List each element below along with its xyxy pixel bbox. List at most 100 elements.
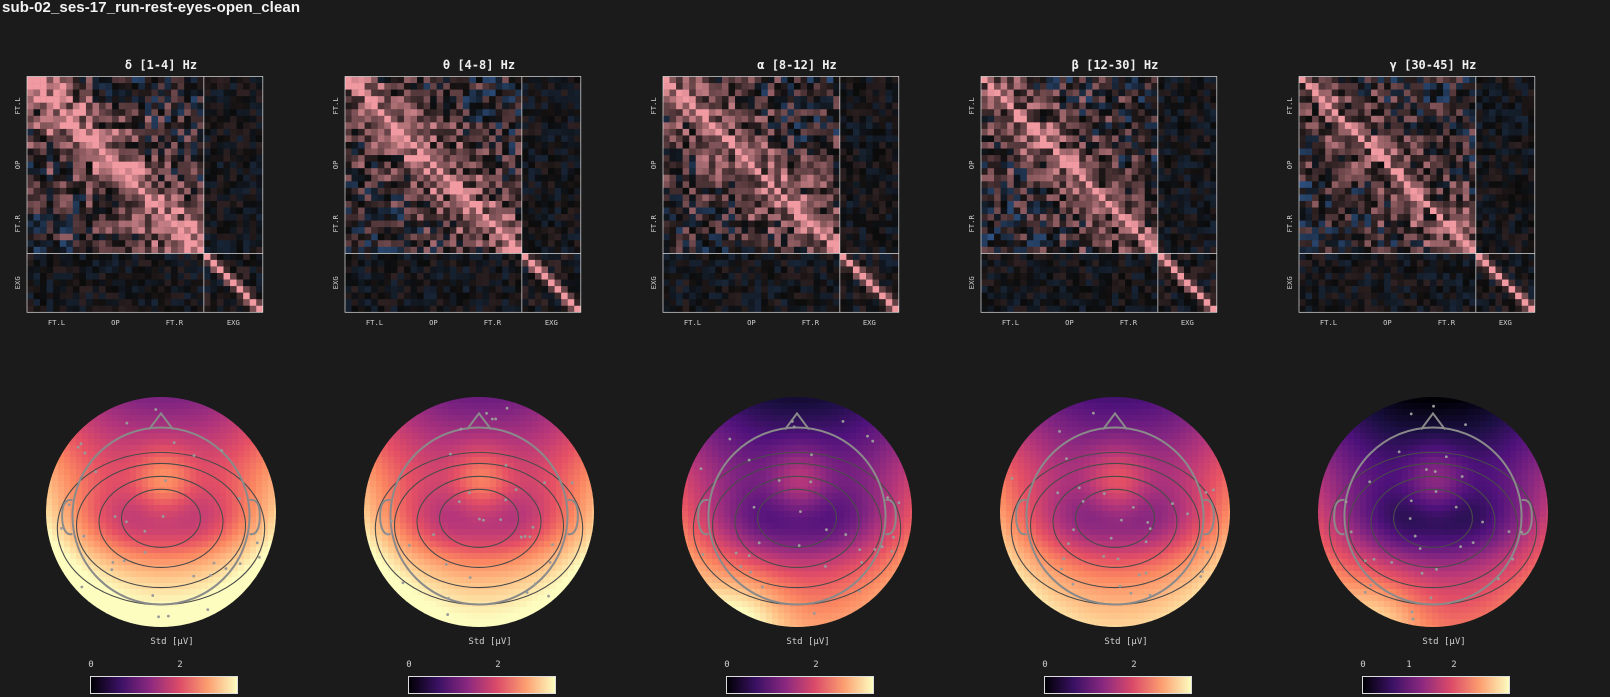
matrix-cell — [190, 305, 198, 313]
matrix-cell — [761, 161, 769, 169]
y-group-label: FT.R — [331, 215, 340, 233]
matrix-cell — [92, 240, 100, 248]
matrix-cell — [430, 253, 437, 261]
matrix-cell — [456, 299, 464, 306]
matrix-cell — [476, 299, 483, 306]
matrix-cell — [1085, 174, 1093, 182]
page-title: sub-02_ses-17_run-rest-eyes-open_clean — [2, 0, 301, 16]
matrix-cell — [197, 207, 205, 215]
matrix-cell — [72, 259, 80, 267]
sensor-dot — [432, 533, 435, 537]
matrix-cell — [754, 128, 762, 136]
matrix-cell — [676, 253, 683, 261]
sensor-dot — [154, 408, 158, 411]
matrix-cell — [859, 115, 867, 123]
matrix-cell — [190, 161, 198, 169]
matrix-cell — [728, 220, 736, 228]
matrix-cell — [1105, 96, 1113, 103]
matrix-cell — [105, 76, 113, 84]
matrix-cell — [59, 128, 67, 136]
matrix-cell — [1112, 187, 1119, 195]
matrix-cell — [462, 148, 470, 156]
matrix-cell — [754, 279, 762, 287]
matrix-cell — [469, 76, 477, 84]
matrix-cell — [748, 83, 755, 90]
matrix-cell — [364, 286, 372, 293]
matrix-cell — [1053, 200, 1060, 208]
matrix-cell — [33, 187, 41, 195]
matrix-cell — [223, 220, 231, 228]
matrix-cell — [397, 246, 405, 254]
matrix-cell — [682, 83, 690, 90]
matrix-cell — [151, 305, 159, 313]
matrix-cell — [112, 292, 119, 300]
matrix-cell — [502, 76, 509, 84]
matrix-cell — [846, 122, 854, 130]
matrix-cell — [230, 135, 237, 143]
matrix-cell — [508, 227, 516, 234]
matrix-cell — [489, 220, 496, 228]
matrix-cell — [826, 299, 834, 306]
matrix-cell — [741, 181, 749, 189]
matrix-cell — [1039, 102, 1047, 110]
matrix-cell — [1151, 135, 1159, 143]
matrix-cell — [118, 246, 126, 254]
matrix-cell — [892, 161, 900, 169]
matrix-cell — [27, 240, 34, 248]
matrix-cell — [177, 187, 185, 195]
matrix-cell — [754, 240, 762, 248]
matrix-cell — [1059, 102, 1067, 110]
matrix-cell — [410, 259, 418, 267]
matrix-cell — [1020, 109, 1028, 117]
matrix-cell — [223, 233, 231, 241]
matrix-cell — [144, 246, 152, 254]
matrix-cell — [495, 102, 503, 110]
matrix-cell — [695, 155, 703, 162]
sensor-dot — [407, 544, 411, 547]
matrix-cell — [508, 194, 516, 202]
matrix-cell — [767, 96, 775, 103]
matrix-cell — [885, 194, 893, 202]
matrix-cell — [118, 273, 126, 280]
matrix-cell — [1105, 207, 1113, 215]
matrix-cell — [866, 168, 873, 175]
matrix-cell — [66, 142, 74, 149]
matrix-cell — [528, 233, 536, 241]
x-group-label: OP — [111, 318, 120, 327]
matrix-cell — [852, 292, 860, 300]
matrix-cell — [449, 96, 457, 103]
matrix-cell — [872, 168, 880, 175]
matrix-cell — [462, 200, 470, 208]
matrix-cell — [243, 96, 250, 103]
matrix-cell — [443, 76, 451, 84]
matrix-cell — [885, 187, 893, 195]
matrix-cell — [1177, 102, 1185, 110]
matrix-cell — [125, 96, 133, 103]
matrix-cell — [125, 305, 133, 313]
matrix-cell — [800, 142, 808, 149]
matrix-cell — [1053, 83, 1060, 90]
matrix-cell — [66, 122, 74, 130]
matrix-cell — [735, 240, 742, 248]
matrix-cell — [567, 194, 575, 202]
matrix-cell — [846, 299, 854, 306]
matrix-cell — [197, 233, 205, 241]
matrix-cell — [151, 76, 159, 84]
matrix-cell — [1066, 96, 1073, 103]
matrix-cell — [1170, 161, 1178, 169]
matrix-cell — [515, 292, 523, 300]
matrix-cell — [682, 233, 690, 241]
matrix-cell — [1085, 155, 1093, 162]
matrix-cell — [728, 299, 736, 306]
matrix-cell — [230, 115, 237, 123]
matrix-cell — [1105, 200, 1113, 208]
matrix-cell — [1000, 233, 1008, 241]
matrix-cell — [676, 168, 683, 175]
matrix-cell — [256, 122, 264, 130]
matrix-cell — [728, 266, 736, 274]
matrix-cell — [482, 102, 490, 110]
matrix-cell — [469, 194, 477, 202]
matrix-cell — [469, 174, 477, 182]
matrix-cell — [820, 214, 827, 221]
matrix-cell — [1170, 102, 1178, 110]
